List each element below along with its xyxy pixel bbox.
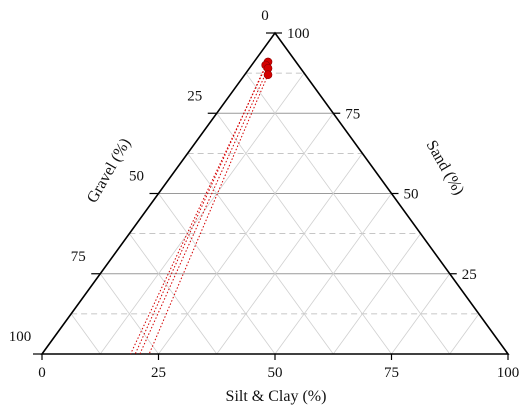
right-tick-label: 50 bbox=[404, 187, 419, 203]
left-tick-label: 100 bbox=[9, 329, 32, 345]
grid-line-gravel bbox=[187, 153, 334, 355]
grid-line-gravel bbox=[158, 193, 276, 355]
data-series bbox=[130, 57, 273, 355]
left-tick-label: 0 bbox=[261, 8, 269, 24]
data-point bbox=[263, 70, 273, 80]
left-tick-label: 75 bbox=[71, 249, 86, 265]
grid-line-silt-clay bbox=[216, 153, 363, 355]
grid-line-gravel bbox=[99, 273, 159, 355]
right-tick-label: 100 bbox=[287, 26, 310, 42]
grid-line-gravel bbox=[245, 72, 451, 355]
bottom-tick-label: 100 bbox=[497, 365, 520, 381]
grid-layer bbox=[70, 72, 480, 355]
grid-line-silt-clay bbox=[449, 313, 480, 355]
right-tick-label: 75 bbox=[345, 106, 360, 122]
bottom-tick-label: 25 bbox=[151, 365, 166, 381]
guide-line bbox=[134, 64, 267, 355]
grid-line-gravel bbox=[129, 233, 218, 355]
grid-line-silt-clay bbox=[274, 193, 392, 355]
bottom-tick-label: 0 bbox=[38, 365, 46, 381]
left-tick-label: 50 bbox=[129, 169, 144, 185]
triangle-frame bbox=[33, 31, 510, 360]
right-axis-title: Sand (%) bbox=[423, 138, 468, 198]
guide-line bbox=[130, 61, 269, 355]
grid-line-silt-clay bbox=[391, 273, 451, 355]
bottom-tick-label: 75 bbox=[384, 365, 399, 381]
grid-line-silt-clay bbox=[332, 233, 421, 355]
bottom-axis-title: Silt & Clay (%) bbox=[226, 388, 327, 405]
left-axis-title: Gravel (%) bbox=[84, 136, 134, 206]
right-tick-label: 25 bbox=[462, 267, 477, 283]
left-tick-label: 25 bbox=[187, 88, 202, 104]
tick-labels: 0 25 50 75 100 0 25 50 75 100 25 50 75 100 bbox=[9, 8, 520, 381]
guide-line bbox=[148, 74, 269, 355]
grid-line-silt-clay bbox=[99, 72, 305, 355]
bottom-tick-label: 50 bbox=[268, 365, 283, 381]
grid-line-gravel bbox=[70, 313, 101, 355]
